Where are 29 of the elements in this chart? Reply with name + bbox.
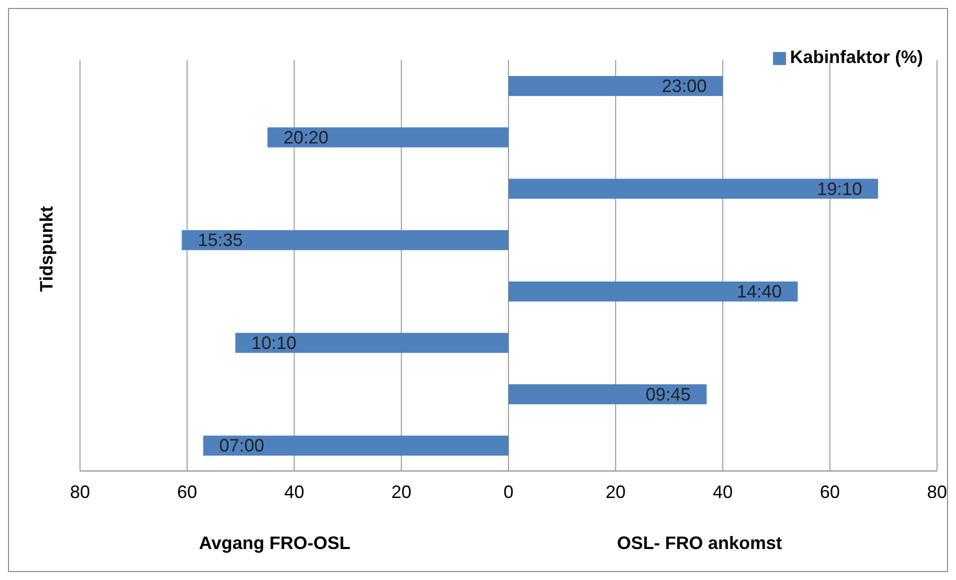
x-tick-label: 80: [70, 482, 90, 502]
bar: [508, 282, 798, 302]
x-tick-label: 40: [284, 482, 304, 502]
bar: [203, 436, 508, 456]
y-tick-label: 23:00: [662, 76, 707, 96]
y-tick-label: 15:35: [198, 230, 243, 250]
y-tick-label: 20:20: [283, 127, 329, 148]
x-tick-label: 0: [503, 482, 514, 502]
x-tick-label: 20: [606, 482, 626, 502]
bar: [267, 127, 508, 148]
bar: [508, 178, 878, 199]
y-tick-label: 14:40: [736, 282, 782, 302]
y-tick-label: 07:00: [219, 436, 264, 456]
x-tick-label: 20: [391, 482, 412, 502]
bar: [182, 230, 508, 250]
x-tick-label: 60: [820, 482, 840, 502]
x-tick-label: 40: [712, 482, 733, 502]
bar: [508, 76, 723, 96]
y-tick-label: 09:45: [646, 384, 691, 404]
text: OSL- FRO ankomst: [617, 533, 782, 554]
bar: [235, 332, 508, 353]
x-axis-title: Avgang FRO-OSL: [199, 533, 350, 554]
x-tick-label: 60: [177, 482, 198, 502]
x-tick-label: 80: [926, 482, 948, 502]
y-tick-label: 10:10: [251, 332, 296, 353]
y-tick-label: 19:10: [817, 178, 862, 199]
y-axis-title: Tidspunkt: [36, 206, 58, 292]
bar: [508, 384, 707, 404]
legend-label: Kabinfaktor (%): [790, 47, 923, 67]
